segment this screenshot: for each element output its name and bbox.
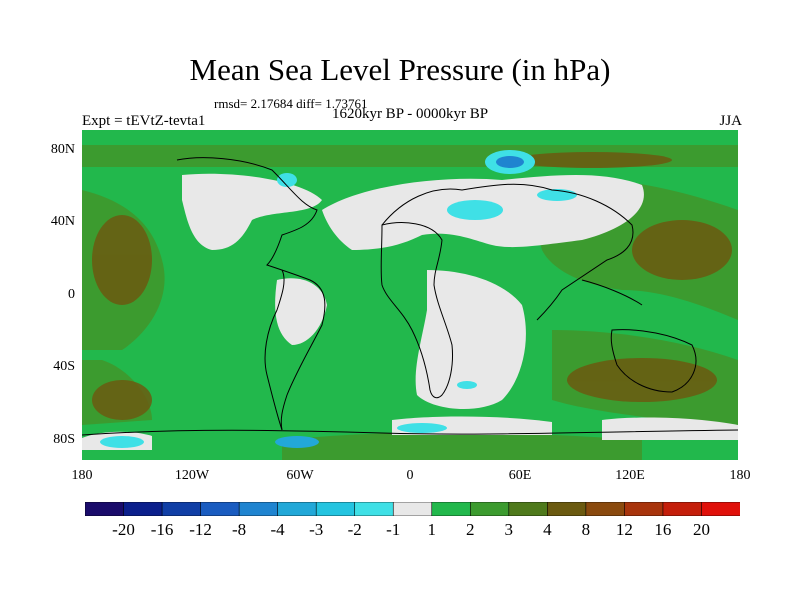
legend-swatch [315, 502, 356, 516]
lat-label-40s: 40S [53, 359, 75, 374]
legend-label: -3 [309, 520, 324, 539]
legend-swatch [277, 502, 317, 516]
lon-label-120w: 120W [174, 468, 210, 483]
lat-label-0: 0 [68, 287, 75, 302]
legend-label: 3 [504, 520, 514, 539]
legend-swatch [200, 502, 240, 516]
legend-swatch [85, 502, 125, 516]
map-brown-areas [92, 152, 732, 420]
coastlines [82, 157, 738, 436]
legend-swatch [662, 502, 703, 516]
experiment-label: Expt = tEVtZ-tevta1 [82, 113, 206, 129]
legend-label: 8 [581, 520, 591, 539]
legend-label: -4 [270, 520, 285, 539]
lat-label-80s: 80S [53, 432, 75, 447]
legend-swatch [161, 502, 202, 516]
legend-label: 2 [466, 520, 475, 539]
legend-label: 4 [543, 520, 552, 539]
legend-label: -16 [150, 520, 174, 539]
lon-label-180w: 180 [71, 468, 93, 483]
lat-label-80n: 80N [50, 142, 75, 157]
legend-swatch [354, 502, 395, 516]
legend-colorbar [85, 502, 740, 516]
legend-label: -8 [232, 520, 247, 539]
legend-swatch [624, 502, 664, 516]
season-label: JJA [719, 113, 742, 129]
legend-label: -20 [112, 520, 135, 539]
legend-label: -12 [189, 520, 212, 539]
legend-label: -2 [347, 520, 362, 539]
pressure-map [82, 130, 738, 460]
legend-swatch [392, 502, 433, 516]
lon-label-60w: 60W [286, 468, 314, 483]
legend-swatch [585, 502, 626, 516]
legend-swatch [431, 502, 472, 516]
chart-title: Mean Sea Level Pressure (in hPa) [189, 52, 611, 87]
lon-label-180e: 180 [729, 468, 751, 483]
legend-label: 12 [615, 520, 633, 539]
lon-label-120e: 120E [615, 468, 645, 483]
lat-label-40n: 40N [50, 214, 75, 229]
lon-label-0: 0 [406, 468, 414, 483]
legend-swatch [123, 502, 163, 516]
period-label: 1620kyr BP - 0000kyr BP [331, 106, 489, 122]
legend-swatch [701, 502, 740, 516]
legend-swatch [469, 502, 510, 516]
lon-label-60e: 60E [508, 468, 532, 483]
legend-swatch [547, 502, 587, 516]
stats-label: rmsd= 2.17684 diff= 1.73761 [214, 96, 368, 111]
legend-swatch [508, 502, 549, 516]
legend-swatch [238, 502, 279, 516]
legend-label: 20 [693, 520, 710, 539]
legend-label: 16 [654, 520, 672, 539]
legend-label: 1 [427, 520, 437, 539]
legend-label: -1 [386, 520, 401, 539]
